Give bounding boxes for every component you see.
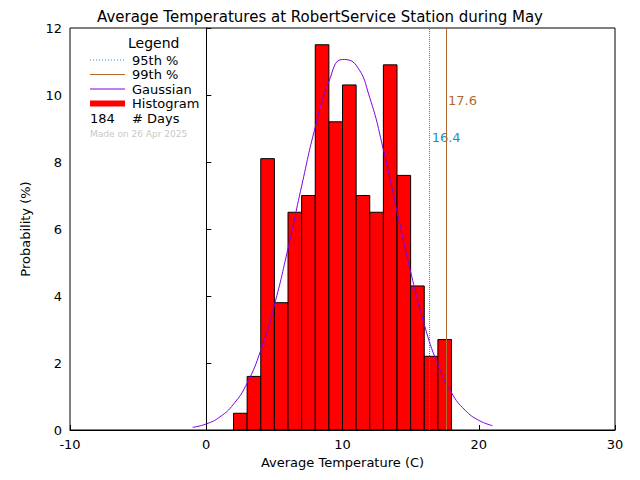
svg-text:Made on 26 Apr 2025: Made on 26 Apr 2025 [90,129,187,139]
svg-text:12: 12 [45,21,62,36]
svg-text:10: 10 [45,88,62,103]
svg-text:99th %: 99th % [132,67,178,82]
svg-text:Legend: Legend [128,35,179,51]
svg-text:-10: -10 [59,437,80,452]
svg-text:20: 20 [470,437,487,452]
svg-text:4: 4 [54,289,62,304]
svg-text:0: 0 [202,437,210,452]
svg-text:30: 30 [607,437,624,452]
svg-text:Average Temperatures at Robert: Average Temperatures at RobertService St… [97,8,543,26]
svg-text:95th %: 95th % [132,53,178,68]
svg-text:10: 10 [334,437,351,452]
svg-text:2: 2 [54,356,62,371]
svg-text:Histogram: Histogram [132,96,199,111]
svg-text:6: 6 [54,222,62,237]
svg-text:Average Temperature (C): Average Temperature (C) [261,455,424,470]
svg-text:17.6: 17.6 [448,93,477,108]
svg-text:0: 0 [54,423,62,438]
svg-text:# Days: # Days [132,111,180,126]
svg-text:Probability (%): Probability (%) [18,181,33,276]
svg-text:Gaussian: Gaussian [132,82,192,97]
svg-text:184: 184 [90,111,115,126]
svg-text:8: 8 [54,155,62,170]
svg-text:16.4: 16.4 [431,129,461,145]
